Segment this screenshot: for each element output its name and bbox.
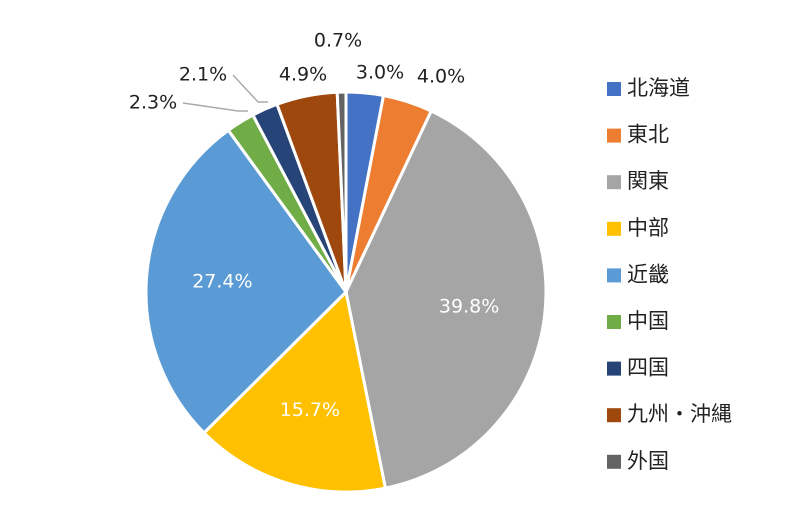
data-label: 39.8% bbox=[439, 295, 499, 317]
legend-swatch bbox=[607, 221, 621, 236]
pie-slice bbox=[344, 109, 548, 490]
leader-line bbox=[182, 102, 248, 112]
leader-line bbox=[232, 74, 268, 103]
legend-label: 中国 bbox=[627, 309, 669, 333]
legend-label: 東北 bbox=[627, 123, 669, 147]
legend-swatch bbox=[607, 268, 621, 283]
data-label: 4.0% bbox=[417, 66, 465, 88]
data-label: 2.1% bbox=[179, 64, 227, 86]
pie-slice bbox=[335, 90, 348, 293]
legend-label: 近畿 bbox=[627, 262, 669, 286]
legend-swatch bbox=[607, 361, 621, 376]
legend-label: 関東 bbox=[627, 169, 669, 193]
legend-label: 外国 bbox=[627, 449, 669, 473]
legend-label: 四国 bbox=[627, 356, 669, 380]
legend-swatch bbox=[607, 315, 621, 329]
legend-swatch bbox=[607, 175, 621, 190]
legend-swatch bbox=[607, 82, 621, 96]
data-label: 3.0% bbox=[356, 62, 404, 84]
data-label: 15.7% bbox=[280, 399, 340, 421]
data-label: 0.7% bbox=[314, 30, 362, 52]
pie-slice bbox=[201, 288, 388, 494]
legend-swatch bbox=[607, 128, 621, 143]
legend-label: 九州・沖縄 bbox=[627, 402, 732, 426]
legend-label: 北海道 bbox=[627, 76, 690, 100]
data-label: 27.4% bbox=[192, 271, 252, 293]
data-label: 2.3% bbox=[129, 92, 177, 114]
legend-swatch bbox=[607, 408, 621, 423]
legend-swatch bbox=[607, 454, 621, 469]
data-label: 4.9% bbox=[279, 64, 327, 86]
legend-label: 中部 bbox=[627, 216, 669, 240]
pie-slice bbox=[144, 128, 348, 435]
